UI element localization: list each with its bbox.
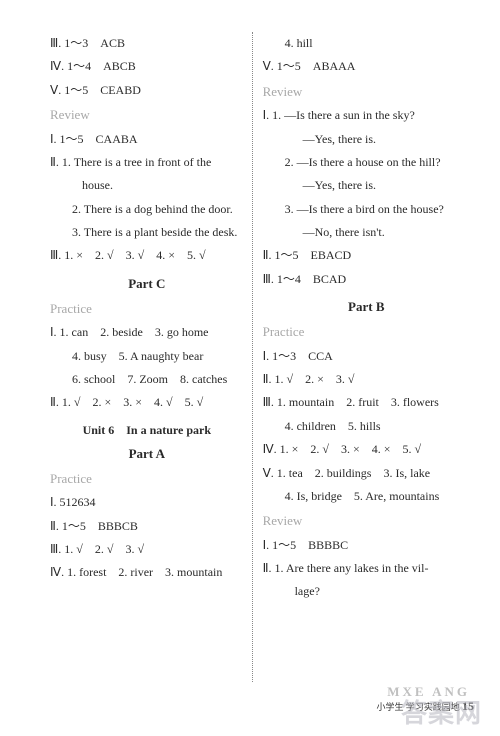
answer-line: Ⅱ. 1. Are there any lakes in the vil- [263,557,470,580]
section-practice: Practice [50,296,244,321]
part-a-heading: Part A [50,438,244,466]
answer-line: 4. busy 5. A naughty bear [50,345,244,368]
left-column: Ⅲ. 1～3 ACB Ⅳ. 1～4 ABCB Ⅴ. 1～5 CEABD Revi… [50,32,252,682]
answer-line: Ⅲ. 1. mountain 2. fruit 3. flowers [263,391,470,414]
answer-line: —No, there isn't. [263,221,470,244]
answer-line: —Yes, there is. [263,128,470,151]
answer-line: Ⅰ. 1～3 CCA [263,345,470,368]
answer-line: 4. children 5. hills [263,415,470,438]
answer-line: Ⅱ. 1. There is a tree in front of the [50,151,244,174]
answer-line: Ⅱ. 1. √ 2. × 3. × 4. √ 5. √ [50,391,244,414]
answer-line: Ⅴ. 1～5 CEABD [50,79,244,102]
answer-line: house. [50,174,244,197]
answer-line: Ⅱ. 1. √ 2. × 3. √ [263,368,470,391]
answer-line: Ⅲ. 1. × 2. √ 3. √ 4. × 5. √ [50,244,244,267]
answer-line: Ⅳ. 1～4 ABCB [50,55,244,78]
answer-line: Ⅳ. 1. forest 2. river 3. mountain [50,561,244,584]
answer-line: Ⅲ. 1～4 BCAD [263,268,470,291]
page-number: 15 [462,699,474,713]
answer-line: Ⅱ. 1～5 EBACD [263,244,470,267]
answer-line: 2. —Is there a house on the hill? [263,151,470,174]
answer-line: 4. Is, bridge 5. Are, mountains [263,485,470,508]
part-c-heading: Part C [50,268,244,296]
content-columns: Ⅲ. 1～3 ACB Ⅳ. 1～4 ABCB Ⅴ. 1～5 CEABD Revi… [50,32,470,682]
answer-line: Ⅳ. 1. × 2. √ 3. × 4. × 5. √ [263,438,470,461]
answer-line: 3. —Is there a bird on the house? [263,198,470,221]
answer-line: 2. There is a dog behind the door. [50,198,244,221]
answer-line: 4. hill [263,32,470,55]
page-footer: 小学生 学习实践园地 15 [376,699,474,714]
section-review: Review [50,102,244,127]
answer-line: Ⅰ. 1. —Is there a sun in the sky? [263,104,470,127]
right-column: 4. hill Ⅴ. 1～5 ABAAA Review Ⅰ. 1. —Is th… [252,32,470,682]
answer-line: Ⅱ. 1～5 BBBCB [50,515,244,538]
part-b-heading: Part B [263,291,470,319]
answer-line: Ⅴ. 1～5 ABAAA [263,55,470,78]
answer-line: 3. There is a plant beside the desk. [50,221,244,244]
answer-line: Ⅰ. 1. can 2. beside 3. go home [50,321,244,344]
answer-line: Ⅲ. 1. √ 2. √ 3. √ [50,538,244,561]
answer-line: Ⅰ. 1～5 BBBBC [263,534,470,557]
answer-line: Ⅰ. 1～5 CAABA [50,128,244,151]
section-review: Review [263,79,470,104]
answer-line: Ⅴ. 1. tea 2. buildings 3. Is, lake [263,462,470,485]
watermark: MXE ANG [387,684,470,700]
answer-line: lage? [263,580,470,603]
unit-heading: Unit 6 In a nature park [50,415,244,438]
section-review: Review [263,508,470,533]
section-practice: Practice [263,319,470,344]
section-practice: Practice [50,466,244,491]
answer-line: —Yes, there is. [263,174,470,197]
answer-line: Ⅰ. 512634 [50,491,244,514]
answer-line: 6. school 7. Zoom 8. catches [50,368,244,391]
footer-text: 小学生 学习实践园地 [376,702,462,712]
answer-line: Ⅲ. 1～3 ACB [50,32,244,55]
